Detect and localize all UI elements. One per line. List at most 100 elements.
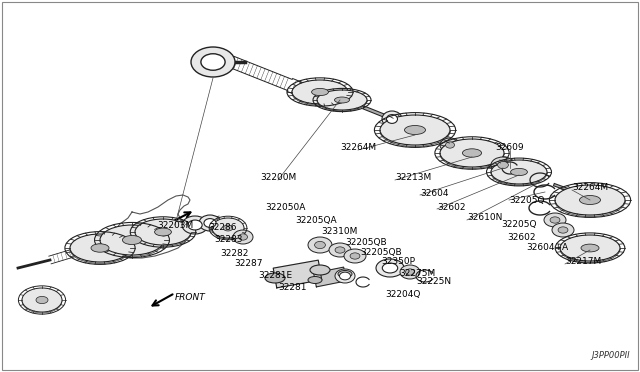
Ellipse shape bbox=[315, 241, 325, 248]
Ellipse shape bbox=[440, 140, 504, 169]
Ellipse shape bbox=[382, 111, 402, 127]
Text: 32604+A: 32604+A bbox=[526, 244, 568, 253]
Text: 32204Q: 32204Q bbox=[385, 289, 420, 298]
Text: 32203M: 32203M bbox=[157, 221, 193, 230]
Ellipse shape bbox=[560, 236, 620, 262]
Text: 32604: 32604 bbox=[420, 189, 449, 198]
Ellipse shape bbox=[122, 235, 141, 244]
Ellipse shape bbox=[212, 218, 244, 238]
Ellipse shape bbox=[440, 138, 460, 152]
Ellipse shape bbox=[335, 97, 349, 103]
Text: 32281E: 32281E bbox=[258, 270, 292, 279]
Ellipse shape bbox=[292, 81, 348, 105]
Ellipse shape bbox=[182, 216, 208, 234]
Text: 322050A: 322050A bbox=[265, 203, 305, 212]
Ellipse shape bbox=[462, 149, 482, 157]
Ellipse shape bbox=[204, 219, 216, 227]
Ellipse shape bbox=[317, 91, 367, 111]
Ellipse shape bbox=[312, 89, 328, 96]
Text: J3PP00PII: J3PP00PII bbox=[591, 351, 630, 360]
Text: 32217M: 32217M bbox=[565, 257, 601, 266]
Text: FRONT: FRONT bbox=[175, 294, 205, 302]
Text: 32205QB: 32205QB bbox=[360, 248, 402, 257]
Ellipse shape bbox=[350, 253, 360, 259]
Ellipse shape bbox=[201, 54, 225, 70]
Text: 32283: 32283 bbox=[214, 235, 243, 244]
Ellipse shape bbox=[552, 223, 574, 237]
Text: 32282: 32282 bbox=[220, 248, 248, 257]
Ellipse shape bbox=[344, 249, 366, 263]
Ellipse shape bbox=[387, 115, 397, 124]
Ellipse shape bbox=[22, 289, 62, 313]
Ellipse shape bbox=[223, 225, 233, 231]
Ellipse shape bbox=[335, 247, 345, 253]
Text: 32275M: 32275M bbox=[399, 269, 435, 278]
Ellipse shape bbox=[404, 125, 426, 135]
Ellipse shape bbox=[380, 115, 450, 145]
Ellipse shape bbox=[579, 196, 600, 205]
Ellipse shape bbox=[491, 161, 547, 185]
Ellipse shape bbox=[558, 227, 568, 233]
Ellipse shape bbox=[22, 288, 62, 312]
Ellipse shape bbox=[212, 219, 244, 239]
Text: 32602: 32602 bbox=[437, 202, 465, 212]
Ellipse shape bbox=[308, 276, 322, 283]
Text: 32205Q: 32205Q bbox=[501, 221, 536, 230]
Text: 32281: 32281 bbox=[278, 283, 307, 292]
Text: 32200M: 32200M bbox=[260, 173, 296, 183]
Ellipse shape bbox=[91, 244, 109, 252]
Ellipse shape bbox=[199, 215, 221, 231]
Ellipse shape bbox=[310, 265, 330, 275]
Ellipse shape bbox=[445, 142, 454, 148]
Ellipse shape bbox=[155, 228, 172, 236]
Ellipse shape bbox=[308, 237, 332, 253]
Ellipse shape bbox=[135, 220, 191, 246]
Ellipse shape bbox=[70, 234, 130, 262]
Ellipse shape bbox=[400, 265, 420, 279]
Ellipse shape bbox=[491, 157, 515, 173]
Ellipse shape bbox=[335, 269, 355, 283]
Ellipse shape bbox=[382, 263, 397, 273]
Ellipse shape bbox=[491, 160, 547, 184]
Text: 32205QA: 32205QA bbox=[295, 215, 337, 224]
Ellipse shape bbox=[380, 116, 450, 147]
Ellipse shape bbox=[550, 217, 560, 223]
Ellipse shape bbox=[191, 47, 235, 77]
Text: 32264M: 32264M bbox=[340, 144, 376, 153]
Text: 32602: 32602 bbox=[507, 232, 536, 241]
Ellipse shape bbox=[239, 234, 248, 240]
Ellipse shape bbox=[70, 235, 130, 263]
Ellipse shape bbox=[36, 296, 48, 304]
Ellipse shape bbox=[292, 80, 348, 104]
Text: 32213M: 32213M bbox=[395, 173, 431, 183]
Ellipse shape bbox=[100, 225, 164, 255]
Ellipse shape bbox=[100, 227, 164, 257]
Polygon shape bbox=[273, 260, 322, 288]
Ellipse shape bbox=[544, 213, 566, 227]
Ellipse shape bbox=[555, 185, 625, 215]
Ellipse shape bbox=[560, 235, 620, 261]
Ellipse shape bbox=[511, 169, 527, 176]
Text: 32264M: 32264M bbox=[572, 183, 608, 192]
Polygon shape bbox=[314, 267, 346, 287]
Text: 32350P: 32350P bbox=[381, 257, 415, 266]
Ellipse shape bbox=[188, 220, 202, 230]
Text: 32205Q: 32205Q bbox=[509, 196, 545, 205]
Text: 32609: 32609 bbox=[496, 144, 524, 153]
Text: 32286: 32286 bbox=[208, 224, 237, 232]
Ellipse shape bbox=[440, 139, 504, 167]
Ellipse shape bbox=[135, 219, 191, 245]
Ellipse shape bbox=[581, 244, 599, 252]
Ellipse shape bbox=[339, 272, 351, 280]
Ellipse shape bbox=[406, 269, 415, 275]
Ellipse shape bbox=[498, 161, 508, 169]
Ellipse shape bbox=[376, 259, 404, 277]
Text: 32610N: 32610N bbox=[467, 214, 502, 222]
Text: 32310M: 32310M bbox=[321, 228, 357, 237]
Ellipse shape bbox=[265, 273, 285, 283]
Ellipse shape bbox=[317, 90, 367, 110]
Ellipse shape bbox=[555, 186, 625, 217]
Text: 32287: 32287 bbox=[234, 260, 262, 269]
Ellipse shape bbox=[329, 243, 351, 257]
Text: 32205QB: 32205QB bbox=[345, 237, 387, 247]
